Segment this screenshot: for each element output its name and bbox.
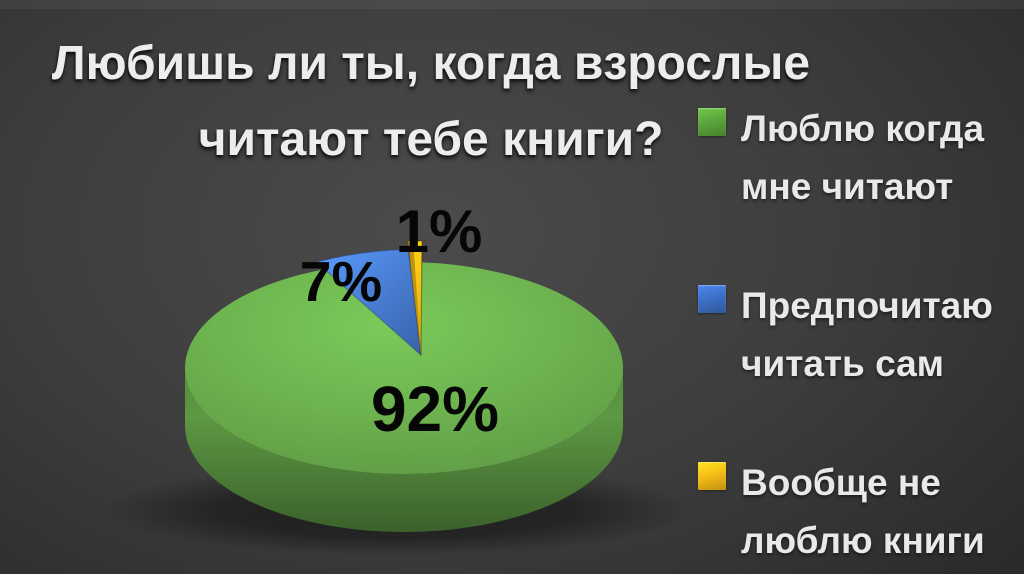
pie-label-92-percent: 92% [370, 373, 500, 445]
legend-label-line: люблю книги [741, 520, 985, 561]
slide-title-line2: читают тебе книги? [198, 113, 664, 166]
chart-legend: Люблю когда мне читают Предпочитаю читат… [698, 0, 1020, 574]
legend-item-prefer-reading-myself: Предпочитаю читать сам [698, 277, 993, 393]
top-highlight-strip [0, 0, 1024, 9]
legend-label-line: Предпочитаю [741, 285, 993, 326]
legend-label-line: мне читают [741, 166, 954, 207]
slide-title-line1: Любишь ли ты, когда взрослые [51, 37, 811, 90]
legend-label-line: Люблю когда [741, 108, 985, 149]
legend-swatch-blue [698, 285, 726, 313]
legend-item-dont-like-books: Вообще не люблю книги [698, 454, 985, 570]
pie-label-1-percent: 1% [395, 198, 483, 265]
legend-swatch-yellow [698, 462, 726, 490]
legend-label-line: Вообще не [741, 462, 941, 503]
legend-swatch-green [698, 108, 726, 136]
legend-item-love-being-read-to: Люблю когда мне читают [698, 100, 984, 216]
legend-label-line: читать сам [741, 343, 945, 384]
pie-label-7-percent: 7% [299, 250, 383, 314]
